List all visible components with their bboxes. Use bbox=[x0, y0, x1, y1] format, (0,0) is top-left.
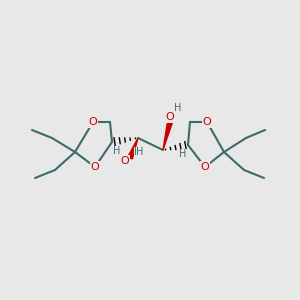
Text: O: O bbox=[91, 162, 99, 172]
Polygon shape bbox=[128, 138, 138, 159]
Text: H: H bbox=[136, 147, 144, 157]
Text: O: O bbox=[201, 162, 209, 172]
Text: O: O bbox=[166, 112, 174, 122]
Text: O: O bbox=[121, 156, 129, 166]
Text: H: H bbox=[134, 147, 142, 157]
Text: O: O bbox=[88, 117, 98, 127]
Text: H: H bbox=[179, 149, 187, 159]
Text: O: O bbox=[202, 117, 211, 127]
Polygon shape bbox=[163, 122, 172, 150]
Text: H: H bbox=[174, 103, 182, 113]
Text: H: H bbox=[113, 146, 121, 156]
